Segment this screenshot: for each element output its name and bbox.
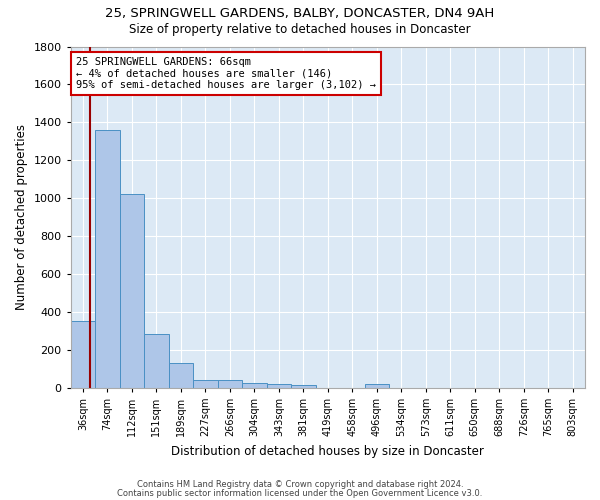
Bar	[71, 322, 95, 388]
Bar	[291, 385, 316, 388]
Bar	[169, 363, 193, 388]
Text: Contains HM Land Registry data © Crown copyright and database right 2024.: Contains HM Land Registry data © Crown c…	[137, 480, 463, 489]
Bar	[218, 380, 242, 388]
Bar	[193, 380, 218, 388]
Bar	[144, 334, 169, 388]
Text: Contains public sector information licensed under the Open Government Licence v3: Contains public sector information licen…	[118, 488, 482, 498]
Y-axis label: Number of detached properties: Number of detached properties	[15, 124, 28, 310]
Bar	[95, 130, 119, 388]
Text: 25 SPRINGWELL GARDENS: 66sqm
← 4% of detached houses are smaller (146)
95% of se: 25 SPRINGWELL GARDENS: 66sqm ← 4% of det…	[76, 56, 376, 90]
Bar	[266, 384, 291, 388]
Bar	[242, 383, 266, 388]
Text: 25, SPRINGWELL GARDENS, BALBY, DONCASTER, DN4 9AH: 25, SPRINGWELL GARDENS, BALBY, DONCASTER…	[106, 8, 494, 20]
X-axis label: Distribution of detached houses by size in Doncaster: Distribution of detached houses by size …	[172, 444, 484, 458]
Bar	[365, 384, 389, 388]
Text: Size of property relative to detached houses in Doncaster: Size of property relative to detached ho…	[129, 22, 471, 36]
Bar	[119, 194, 144, 388]
